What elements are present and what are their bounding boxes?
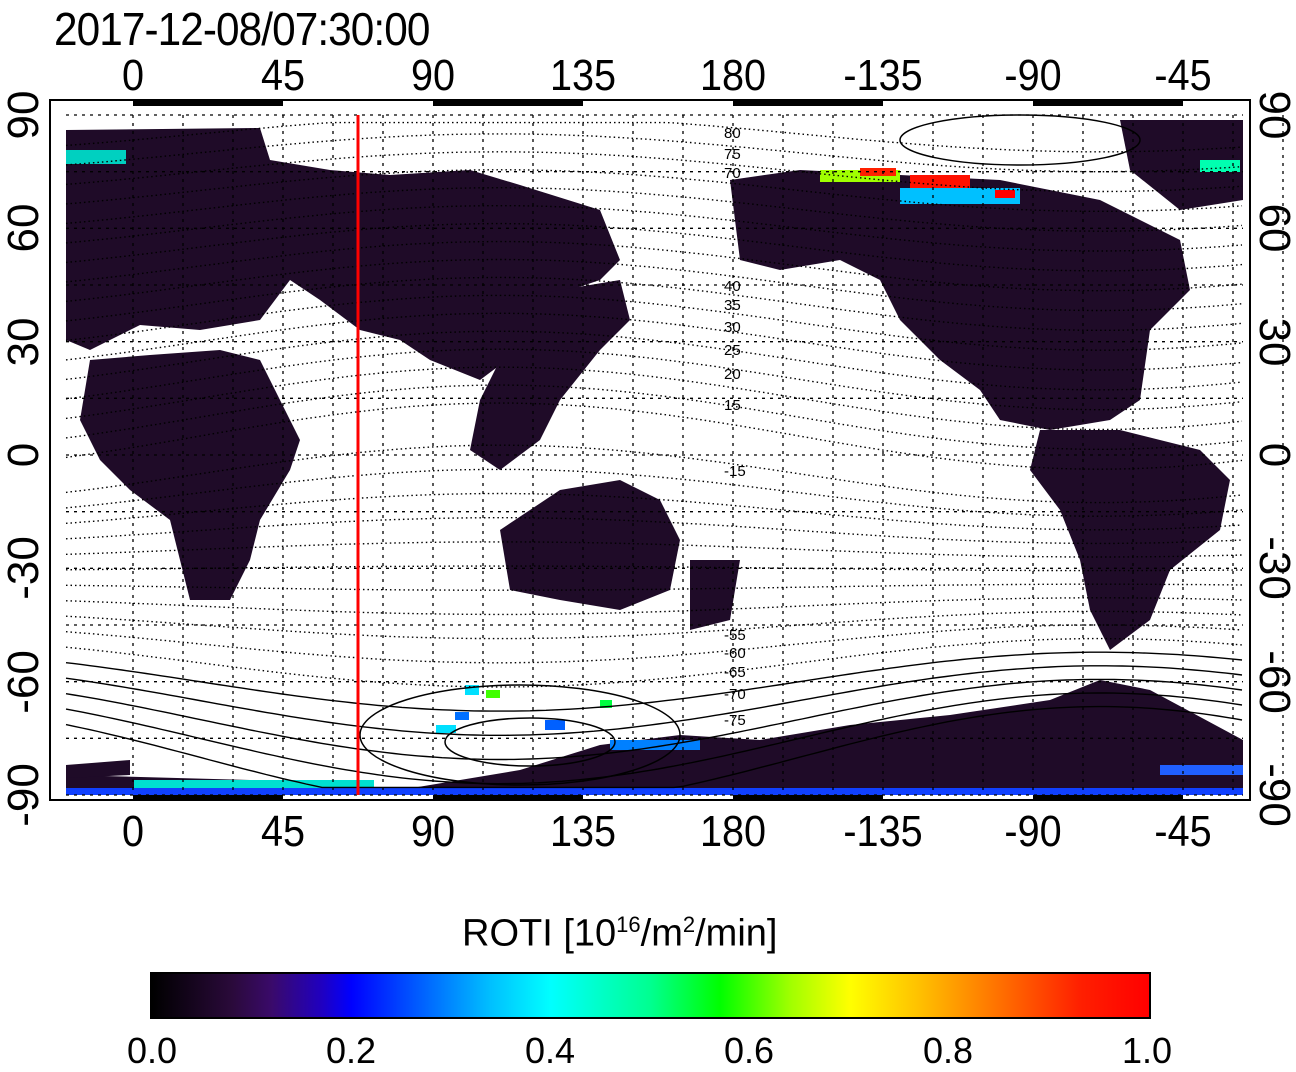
frame-bar-segment (433, 100, 583, 106)
mag-lat-contour (65, 384, 1243, 450)
contour-label: 80 (724, 125, 741, 142)
mag-lat-contour (65, 678, 1243, 761)
frame-bar-segment (1033, 100, 1183, 106)
colorbar-tick-label: 0.2 (325, 1030, 377, 1071)
colorbar-tick-label: 0.0 (126, 1030, 178, 1071)
contour-label: 40 (724, 278, 741, 295)
frame-bar-segment (433, 794, 583, 800)
longitude-tick-label: -45 (1154, 807, 1212, 856)
colorbar (150, 972, 1151, 1019)
auroral-oval-contours (359, 114, 1141, 786)
contour-label: -75 (724, 712, 746, 729)
contour-label: -55 (724, 627, 746, 644)
mag-lat-contour (65, 692, 1243, 785)
contour-label: -15 (724, 463, 746, 480)
mag-lat-contour (65, 468, 1243, 517)
longitude-tick-label: 135 (549, 51, 617, 100)
longitude-tick-label: -45 (1154, 51, 1212, 100)
colorbar-tick-label: 0.6 (723, 1030, 775, 1071)
mag-lat-contour (65, 637, 1243, 688)
map-title-timestamp: 2017-12-08/07:30:00 (54, 3, 430, 55)
colorbar-label-exponent: 16 (616, 912, 641, 937)
colorbar-label-exponent2: 2 (682, 912, 696, 937)
mag-lat-contour (65, 402, 1243, 470)
mag-lat-contour (65, 366, 1243, 431)
longitude-tick-label: 0 (121, 51, 145, 100)
mag-lat-contour (65, 705, 1243, 789)
contour-label: 15 (724, 397, 741, 414)
mag-lat-contour (65, 276, 1243, 331)
mag-lat-contour (65, 186, 1243, 232)
mag-lat-contour (65, 169, 1243, 213)
mag-lat-contour (65, 444, 1243, 504)
frame-scale-bars (133, 100, 1183, 800)
mag-lat-contour (65, 294, 1243, 351)
longitude-tick-label: 180 (699, 807, 767, 856)
longitude-tick-label: 90 (410, 51, 456, 100)
mag-lat-contour (65, 651, 1243, 712)
frame-bar-segment (733, 794, 883, 800)
longitude-tick-label: -90 (1004, 807, 1062, 856)
contour-label: 75 (724, 146, 741, 163)
colorbar-label-mid: /m (640, 912, 683, 955)
contour-label: -60 (724, 645, 746, 662)
frame-bar-segment (133, 794, 283, 800)
frame-bar-segment (1033, 794, 1183, 800)
frame-bar-segment (133, 100, 283, 106)
graticule-grid (66, 114, 1284, 796)
mag-lat-contour (65, 222, 1243, 272)
longitude-tick-label: 90 (410, 807, 456, 856)
colorbar-tick-label: 0.8 (922, 1030, 974, 1071)
mag-lat-contour (65, 258, 1243, 312)
longitude-tick-label: -90 (1004, 51, 1062, 100)
mag-lat-contour (65, 610, 1243, 640)
contour-label: 30 (724, 319, 741, 336)
longitude-tick-label: 45 (260, 51, 306, 100)
colorbar-tick-label: 0.4 (524, 1030, 576, 1071)
mag-lat-contour (65, 348, 1243, 411)
mag-lat-contour (65, 204, 1243, 252)
colorbar-label-main: ROTI [10 (462, 912, 617, 955)
roti-data-regions (66, 120, 1243, 795)
contour-label: 35 (724, 297, 741, 314)
mag-lat-contour (65, 312, 1243, 371)
longitude-tick-label: -135 (843, 807, 923, 856)
contour-label: -65 (724, 664, 746, 681)
mag-lat-contour (65, 121, 1243, 153)
longitude-tick-label: -135 (843, 51, 923, 100)
frame-bar-segment (733, 100, 883, 106)
mag-lat-contour (65, 330, 1243, 391)
magnetic-latitude-contours (65, 121, 1243, 789)
contour-label: -70 (724, 686, 746, 703)
longitude-tick-label: 45 (260, 807, 306, 856)
contour-label: 70 (724, 165, 741, 182)
roti-high-activity (66, 150, 1243, 795)
longitude-tick-label: 135 (549, 807, 617, 856)
longitude-tick-label: 0 (121, 807, 145, 856)
contour-label: 20 (724, 366, 741, 383)
colorbar-tick-label: 1.0 (1121, 1030, 1173, 1071)
contour-label: 25 (724, 342, 741, 359)
mag-lat-contour (65, 151, 1243, 193)
colorbar-label-end: /min] (695, 912, 778, 955)
mag-lat-contour (65, 665, 1243, 736)
roti-map: 80 75 70 40 35 30 25 20 15 -15 -55-60 -65 -70 -75 (49, 99, 1284, 801)
mag-lat-contour (65, 240, 1243, 292)
contour-labels: 80 75 70 40 35 30 25 20 15 -15 -55-60 -65 -70 -75 (724, 125, 746, 729)
colorbar-label: ROTI [1016/m2/min] (462, 912, 777, 956)
longitude-tick-label: 180 (699, 51, 767, 100)
mag-lat-contour (65, 517, 1243, 545)
